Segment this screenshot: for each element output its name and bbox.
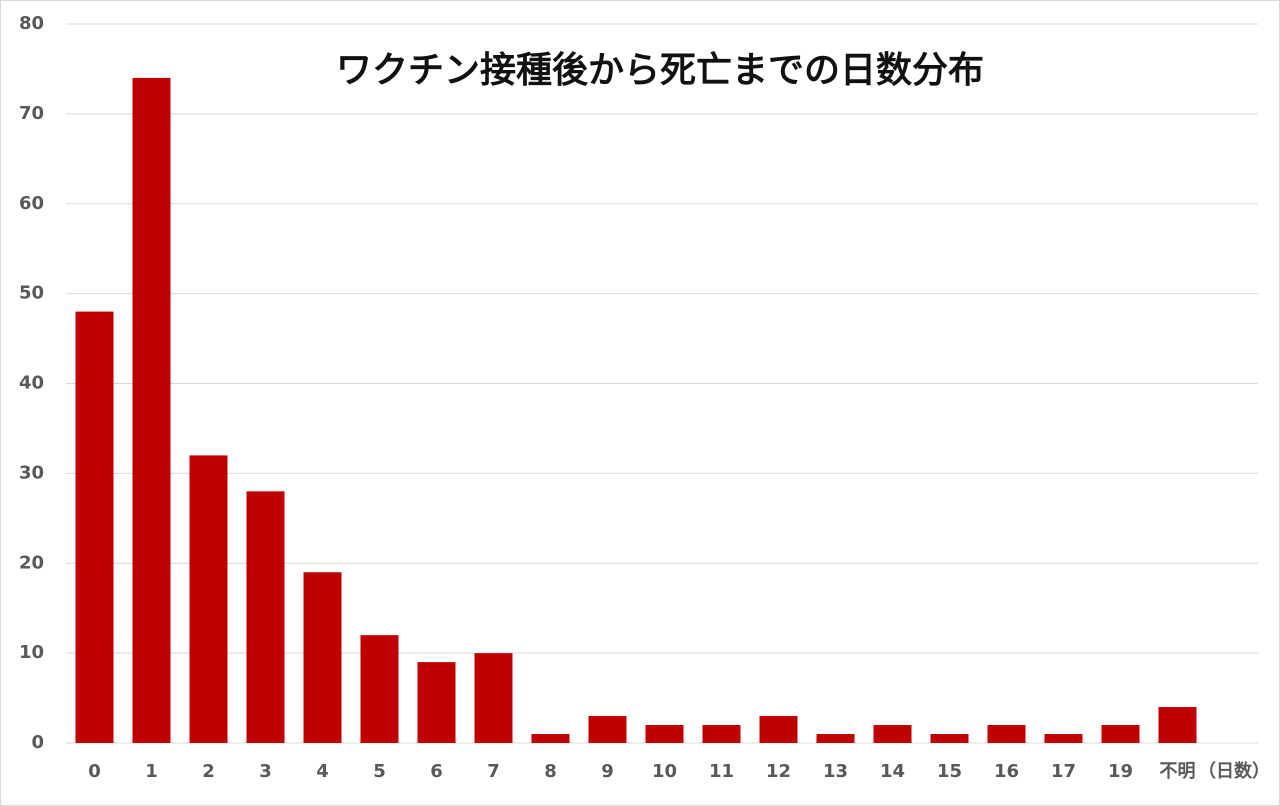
bar (75, 311, 114, 743)
bar (1158, 707, 1197, 743)
bar (816, 734, 855, 743)
x-tick-label: 15 (937, 761, 962, 782)
bar (132, 77, 171, 744)
x-tick-label: 14 (880, 761, 905, 782)
y-tick-label: 10 (19, 642, 44, 663)
bar (645, 725, 684, 743)
x-tick-label: 10 (652, 761, 677, 782)
x-axis-label: （日数） (1198, 760, 1270, 782)
y-tick-label: 70 (19, 103, 44, 124)
y-tick-label: 40 (19, 373, 44, 394)
bar (987, 725, 1026, 743)
x-tick-label: 17 (1051, 761, 1076, 782)
bar (759, 716, 798, 743)
bar (531, 734, 570, 743)
x-tick-label: 1 (145, 761, 158, 782)
x-tick-label: 13 (823, 761, 848, 782)
bar (189, 455, 228, 743)
y-tick-label: 30 (19, 462, 44, 483)
bar (417, 662, 456, 743)
x-tick-label: 6 (430, 761, 443, 782)
x-tick-label: 11 (709, 761, 734, 782)
bar (303, 572, 342, 743)
bar (246, 491, 285, 743)
bar (873, 725, 912, 743)
x-tick-label: 5 (373, 761, 386, 782)
bar (474, 653, 513, 743)
y-tick-label: 50 (19, 283, 44, 304)
x-tick-label: 3 (259, 761, 272, 782)
bar (588, 716, 627, 743)
x-tick-label: 0 (88, 761, 101, 782)
x-tick-label: 2 (202, 761, 215, 782)
x-tick-label: 不明 (1160, 761, 1196, 782)
y-tick-label: 80 (19, 13, 44, 34)
x-tick-label: 12 (766, 761, 791, 782)
x-tick-label: 9 (601, 761, 614, 782)
x-tick-label: 8 (544, 761, 557, 782)
y-tick-label: 20 (19, 552, 44, 573)
x-tick-label: 19 (1108, 761, 1133, 782)
bar (930, 734, 969, 743)
y-tick-label: 0 (31, 732, 44, 753)
bar (1101, 725, 1140, 743)
chart-title: ワクチン接種後から死亡までの日数分布 (336, 50, 984, 91)
x-tick-label: 4 (316, 761, 329, 782)
x-tick-label: 7 (487, 761, 500, 782)
bar (360, 635, 399, 743)
bar (1044, 734, 1083, 743)
bar (702, 725, 741, 743)
x-tick-label: 16 (994, 761, 1019, 782)
y-tick-label: 60 (19, 193, 44, 214)
